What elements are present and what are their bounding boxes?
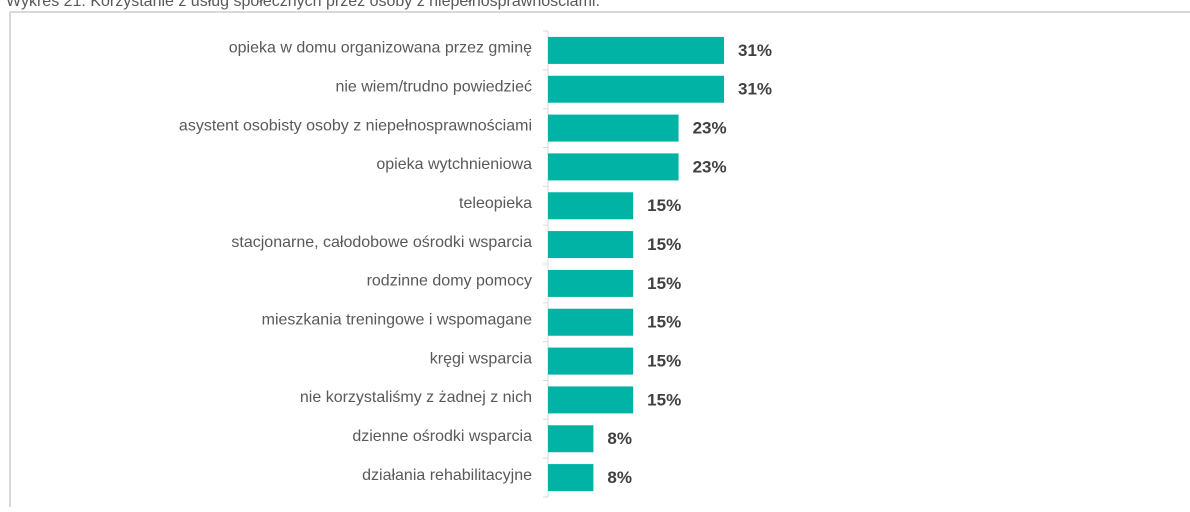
value-label: 15% bbox=[647, 390, 681, 409]
value-label: 15% bbox=[647, 313, 681, 332]
value-label: 8% bbox=[607, 468, 632, 487]
category-label: działania rehabilitacyjne bbox=[362, 467, 532, 484]
bar bbox=[548, 308, 634, 336]
category-label: dzienne ośrodki wsparcia bbox=[352, 428, 532, 445]
category-label: kręgi wsparcia bbox=[430, 350, 532, 367]
category-label: opieka w domu organizowana przez gminę bbox=[229, 40, 532, 57]
bar bbox=[548, 347, 634, 375]
category-label: teleopieka bbox=[459, 195, 532, 212]
bar bbox=[548, 386, 634, 414]
bar bbox=[548, 114, 679, 142]
bar bbox=[548, 153, 679, 181]
value-label: 15% bbox=[647, 352, 681, 371]
value-label: 23% bbox=[693, 157, 727, 176]
value-label: 8% bbox=[607, 429, 632, 448]
category-label: mieszkania treningowe i wspomagane bbox=[262, 311, 532, 328]
category-label: stacjonarne, całodobowe ośrodki wsparcia bbox=[231, 234, 532, 251]
category-label: asystent osobisty osoby z niepełnosprawn… bbox=[179, 117, 532, 134]
value-label: 15% bbox=[647, 196, 681, 215]
category-label: nie wiem/trudno powiedzieć bbox=[335, 78, 532, 95]
value-label: 31% bbox=[738, 80, 772, 99]
bar bbox=[548, 269, 634, 297]
value-label: 31% bbox=[738, 41, 772, 60]
value-label: 15% bbox=[647, 274, 681, 293]
value-label: 23% bbox=[693, 119, 727, 138]
category-label: nie korzystaliśmy z żadnej z nich bbox=[300, 389, 532, 406]
category-label: rodzinne domy pomocy bbox=[367, 273, 532, 290]
bar bbox=[548, 231, 634, 259]
chart-title: Wykres 21. Korzystanie z usług społeczny… bbox=[6, 0, 600, 10]
bar bbox=[548, 75, 724, 103]
category-label: opieka wytchnieniowa bbox=[376, 156, 532, 173]
bar bbox=[548, 36, 724, 64]
value-label: 15% bbox=[647, 235, 681, 254]
bar bbox=[548, 192, 634, 220]
bar bbox=[548, 425, 594, 453]
bar bbox=[548, 464, 594, 492]
